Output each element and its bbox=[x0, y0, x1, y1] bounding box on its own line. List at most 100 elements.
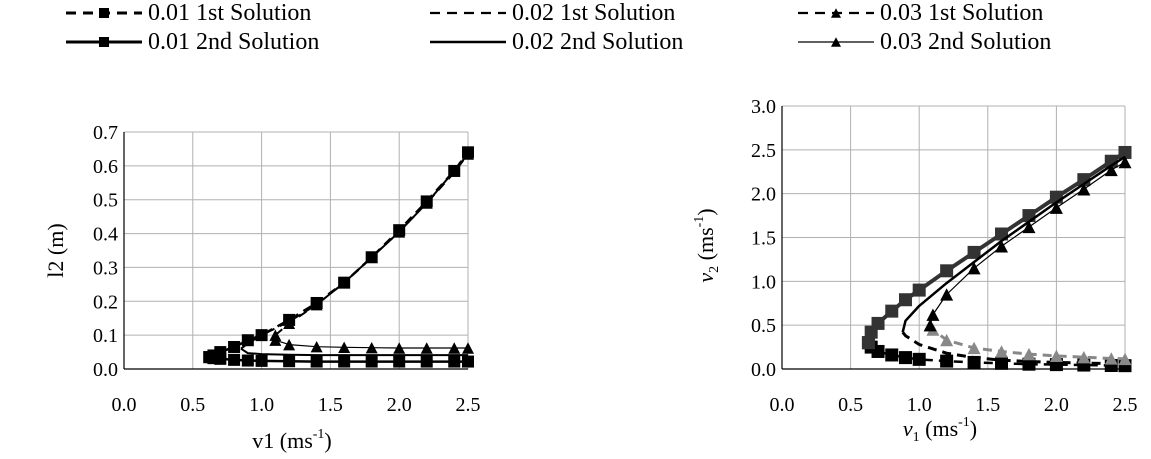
x-axis-title: v1 (ms-1) bbox=[252, 427, 332, 453]
x-axis-title: v1 (ms-1) bbox=[903, 415, 977, 445]
y-tick-label: 1.0 bbox=[751, 271, 776, 293]
y-tick-label: 0.3 bbox=[93, 257, 118, 279]
data-point-triangle bbox=[365, 251, 378, 263]
legend-marker-triangle bbox=[831, 8, 841, 18]
y-tick-label: 0.6 bbox=[93, 156, 118, 178]
data-point-triangle bbox=[926, 308, 940, 321]
data-point-square bbox=[255, 354, 268, 367]
series-5 bbox=[923, 155, 1132, 332]
data-point-triangle bbox=[967, 341, 981, 355]
series-line bbox=[928, 324, 1126, 361]
data-point-triangle bbox=[995, 345, 1009, 358]
data-point-square bbox=[283, 355, 296, 368]
data-point-square bbox=[365, 355, 378, 368]
series-0 bbox=[861, 336, 1132, 373]
series-0 bbox=[203, 146, 474, 364]
y-tick-label: 2.0 bbox=[751, 184, 776, 206]
data-point-triangle bbox=[283, 338, 296, 351]
data-point-square bbox=[885, 348, 899, 362]
chart-right: 0.0 0.5 1.0 1.5 2.0 2.5 0.0 0.5 1.0 1.5 2.0 2.5 3.0 v… bbox=[692, 96, 1138, 445]
data-point-square bbox=[448, 355, 461, 368]
series-line bbox=[240, 347, 468, 357]
data-point-triangle bbox=[1118, 155, 1132, 169]
data-point-square bbox=[241, 354, 254, 367]
data-point-triangle bbox=[1077, 350, 1091, 364]
series-1 bbox=[861, 145, 1132, 350]
data-point-triangle bbox=[1077, 183, 1091, 196]
x-tick-label: 2.0 bbox=[1044, 394, 1069, 416]
series-line bbox=[274, 153, 469, 336]
data-point-triangle bbox=[462, 342, 474, 354]
x-axis-title-end: (ms bbox=[920, 416, 959, 441]
data-point-triangle bbox=[393, 342, 406, 354]
data-point-triangle bbox=[940, 333, 954, 347]
x-tick-label: 0.5 bbox=[838, 394, 863, 416]
data-point-square bbox=[898, 351, 912, 365]
data-point-square bbox=[420, 355, 433, 368]
y-tick-label: 0.1 bbox=[93, 325, 118, 347]
x-axis-title-sup: -1 bbox=[958, 415, 970, 430]
data-point-triangle bbox=[269, 334, 282, 346]
data-point-square bbox=[228, 353, 241, 366]
data-point-square bbox=[255, 329, 268, 342]
series-2 bbox=[240, 153, 469, 350]
data-point-triangle bbox=[310, 298, 323, 311]
y-tick-label: 2.5 bbox=[751, 140, 776, 162]
x-axis-title-main: v1 (ms bbox=[252, 428, 313, 453]
x-tick-label: 2.5 bbox=[456, 394, 481, 416]
data-point-square bbox=[338, 355, 351, 368]
y-axis-title: v2 (ms-1) bbox=[692, 208, 722, 282]
legend-label: 0.02 2nd Solution bbox=[512, 29, 683, 55]
series-4 bbox=[269, 148, 474, 341]
x-tick-label: 0.0 bbox=[112, 394, 137, 416]
data-point-square bbox=[214, 352, 227, 365]
x-tick-label: 1.5 bbox=[975, 394, 1000, 416]
chart-left: 0.0 0.5 1.0 1.5 2.0 2.5 0.0 0.1 0.2 0.3 0.4 0.5 0.6 0… bbox=[43, 122, 481, 453]
y-tick-label: 0.5 bbox=[751, 315, 776, 337]
data-point-triangle bbox=[1104, 163, 1118, 177]
legend-label: 0.02 1st Solution bbox=[512, 0, 675, 26]
data-point-triangle bbox=[995, 240, 1009, 253]
series-3 bbox=[240, 347, 468, 357]
data-point-triangle bbox=[1049, 201, 1063, 214]
y-tick-label: 1.5 bbox=[751, 228, 776, 250]
data-point-triangle bbox=[365, 341, 378, 354]
y-axis-title-sub: 2 bbox=[707, 266, 722, 273]
data-point-triangle bbox=[1118, 352, 1132, 366]
data-point-triangle bbox=[338, 341, 351, 354]
legend-marker-square bbox=[99, 8, 109, 18]
series-line bbox=[929, 161, 1126, 326]
x-tick-label: 2.0 bbox=[387, 394, 412, 416]
legend-label: 0.01 1st Solution bbox=[148, 0, 311, 26]
y-tick-label: 3.0 bbox=[751, 96, 776, 118]
legend: 0.01 1st Solution 0.02 1st Solution 0.03 1… bbox=[66, 0, 1051, 55]
data-point-triangle bbox=[420, 197, 433, 209]
data-point-square bbox=[1022, 209, 1036, 223]
data-point-triangle bbox=[310, 340, 323, 353]
data-point-square bbox=[393, 355, 406, 368]
series-line bbox=[240, 153, 469, 350]
data-point-square bbox=[861, 336, 875, 350]
y-axis-title-close: ) bbox=[693, 208, 718, 215]
data-point-triangle bbox=[393, 226, 406, 238]
y-axis-title: l2 (m) bbox=[43, 223, 68, 277]
data-point-triangle bbox=[923, 318, 937, 332]
data-point-triangle bbox=[1022, 347, 1036, 361]
legend-label: 0.01 2nd Solution bbox=[148, 29, 319, 55]
x-tick-label: 1.0 bbox=[249, 394, 274, 416]
series-1 bbox=[203, 351, 474, 368]
data-point-triangle bbox=[462, 148, 474, 160]
y-tick-label: 0.4 bbox=[93, 224, 118, 246]
legend-marker-triangle bbox=[831, 37, 841, 47]
legend-label: 0.03 2nd Solution bbox=[880, 29, 1051, 55]
legend-label: 0.03 1st Solution bbox=[880, 0, 1043, 26]
data-point-square bbox=[871, 316, 885, 330]
x-tick-label: 0.0 bbox=[770, 394, 795, 416]
data-point-triangle bbox=[338, 276, 351, 289]
data-point-square bbox=[912, 352, 926, 366]
data-point-square bbox=[885, 304, 899, 318]
data-point-square bbox=[462, 355, 474, 368]
data-point-triangle bbox=[420, 342, 433, 354]
x-axis-title-end: ) bbox=[324, 428, 331, 453]
